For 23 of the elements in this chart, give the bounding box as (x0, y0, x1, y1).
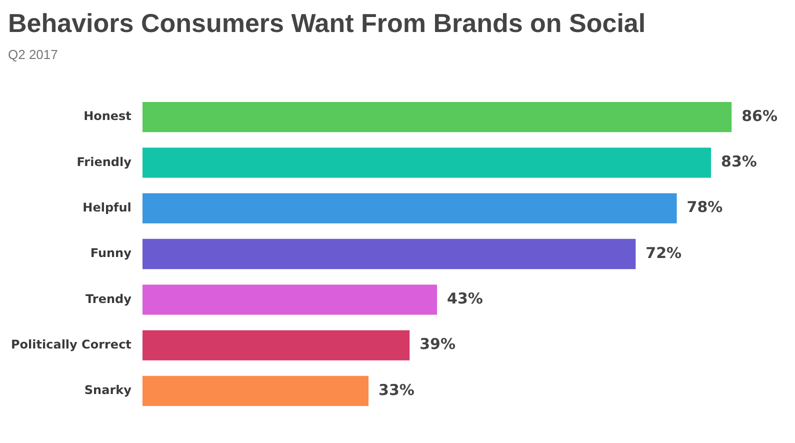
data-label: 78% (686, 198, 723, 216)
bar (142, 193, 677, 224)
y-tick-label: Funny (90, 246, 132, 260)
data-label: 86% (742, 106, 778, 125)
y-tick-label: Friendly (76, 154, 132, 169)
bar (142, 376, 369, 406)
bar (142, 330, 410, 360)
bar (142, 238, 636, 270)
y-tick-label: Helpful (82, 200, 132, 214)
data-label: 39% (420, 335, 456, 354)
chart-title: Behaviors Consumers Want From Brands on Social (8, 8, 647, 39)
y-tick-label: Snarky (84, 383, 132, 398)
bar (142, 102, 732, 132)
data-label: 83% (721, 152, 757, 171)
y-tick-label: Honest (84, 109, 132, 124)
y-tick-label: Trendy (86, 292, 132, 306)
data-label: 43% (447, 290, 483, 308)
data-label: 33% (378, 380, 414, 399)
data-label: 72% (646, 244, 682, 262)
y-tick-label: Politically Correct (10, 337, 132, 352)
bar (142, 284, 438, 315)
bar (142, 148, 712, 178)
text: Q2 2017 (8, 47, 59, 62)
